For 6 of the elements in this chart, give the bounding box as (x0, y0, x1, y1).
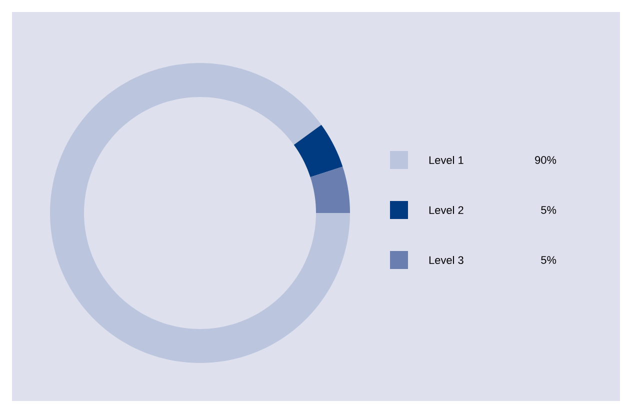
data-label: 5% (541, 206, 556, 214)
data-label: 5% (541, 256, 556, 264)
legend-label: Level 3 (429, 256, 464, 264)
legend-label: Level 1 (429, 156, 464, 164)
legend-label: Level 2 (429, 206, 464, 214)
data-label: 90% (535, 156, 556, 164)
